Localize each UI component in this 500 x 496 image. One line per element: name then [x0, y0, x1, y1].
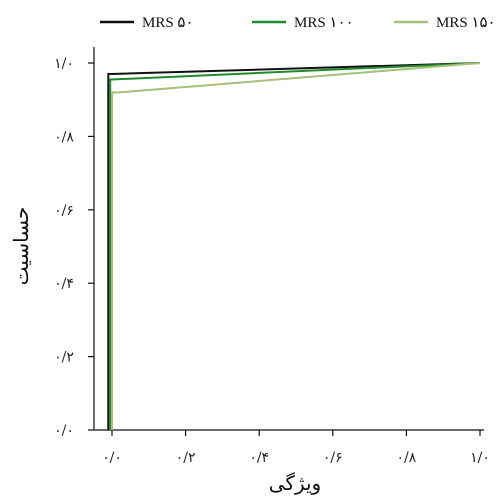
y-tick-label: ۰/۶: [54, 203, 74, 219]
x-tick-label: ۰/۸: [397, 450, 417, 466]
series-line-2: [109, 62, 481, 430]
legend-label-2: MRS ۱۰۰: [294, 15, 354, 31]
y-tick-label: ۰/۸: [54, 129, 74, 145]
legend-label-3: MRS ۱۵۰: [436, 15, 496, 31]
y-tick-label: ۰/۲: [54, 350, 74, 366]
legend: MRS ۵۰ MRS ۱۰۰ MRS ۱۵۰: [100, 15, 496, 31]
x-tick-label: ۰/۶: [323, 450, 343, 466]
series-line-3: [111, 62, 481, 430]
axes: ۰/۰ ۰/۲ ۰/۴ ۰/۶ ۰/۸ ۱/۰ ۰/۰ ۰/۲ ۰/۴ ۰/۶ ۰/۸ ۱/۰: [54, 47, 490, 466]
series-line-1: [107, 62, 481, 430]
legend-label-1: MRS ۵۰: [142, 15, 194, 31]
y-axis-title: حساسیت: [9, 207, 33, 286]
x-tick-label: ۱/۰: [470, 450, 490, 466]
x-tick-label: ۰/۲: [176, 450, 196, 466]
x-axis-title: ویژگی: [269, 471, 321, 495]
y-tick-label: ۱/۰: [54, 56, 74, 72]
x-tick-label: ۰/۴: [249, 450, 269, 466]
y-tick-label: ۰/۴: [54, 276, 74, 292]
x-tick-label: ۰/۰: [102, 450, 122, 466]
y-tick-label: ۰/۰: [54, 423, 74, 439]
series-layer: [107, 62, 481, 430]
